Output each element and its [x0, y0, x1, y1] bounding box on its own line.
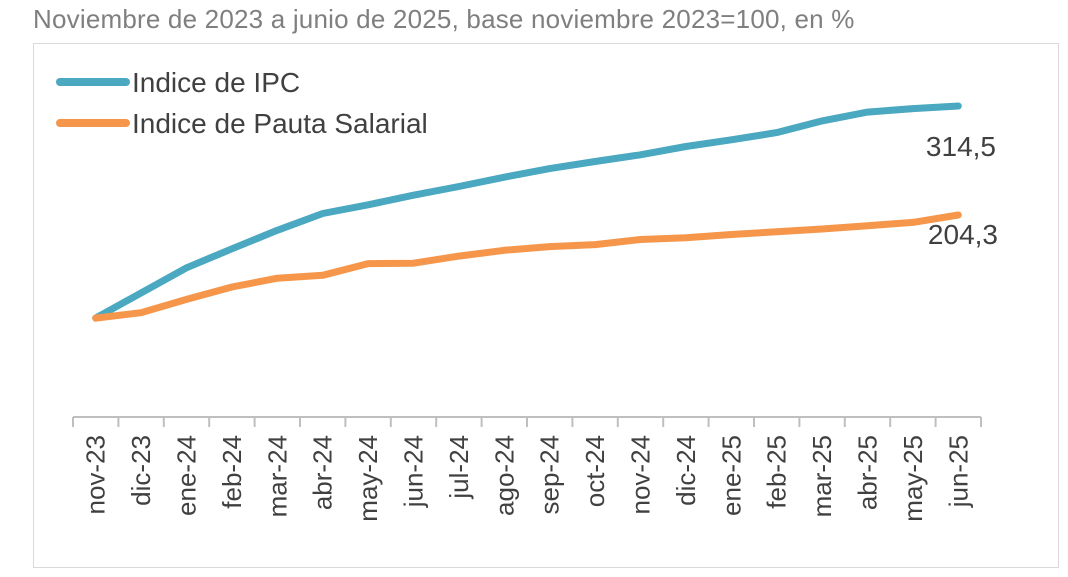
x-tick-label: abr-24	[308, 435, 338, 510]
x-axis: nov-23 dic-23 ene-24 feb-24 mar-24 abr-24 may-…	[72, 416, 982, 522]
x-tick-label: dic-24	[671, 435, 701, 506]
chart-frame	[33, 43, 1059, 568]
x-tick-label: jun-25	[943, 435, 973, 508]
x-tick-label: jul-24	[444, 435, 474, 500]
x-tick-label: oct-24	[580, 435, 610, 507]
series-line-ipc	[92, 102, 962, 322]
x-tick-label: sep-24	[535, 435, 565, 515]
series-lines	[92, 102, 962, 322]
x-tick-label: ago-24	[489, 435, 519, 516]
x-tick-label: feb-25	[762, 435, 792, 509]
x-tick-label: may-24	[353, 435, 383, 522]
x-tick-label: feb-24	[217, 435, 247, 509]
legend-label-pauta-salarial: Indice de Pauta Salarial	[132, 108, 428, 139]
x-tick-label: nov-23	[81, 435, 111, 515]
legend: Indice de IPC Indice de Pauta Salarial	[56, 67, 428, 139]
x-tick-label: abr-25	[853, 435, 883, 510]
end-label-pauta-salarial: 204,3	[928, 219, 998, 250]
end-label-ipc: 314,5	[926, 131, 996, 162]
series-line-pauta-salarial	[92, 211, 962, 322]
x-tick-label: ene-24	[172, 435, 202, 516]
x-tick-label: dic-23	[126, 435, 156, 506]
x-tick-label: nov-24	[626, 435, 656, 515]
x-tick-label: jun-24	[399, 435, 429, 508]
x-tick-label: mar-24	[262, 435, 292, 517]
x-tick-label: may-25	[898, 435, 928, 522]
chart-subtitle: Noviembre de 2023 a junio de 2025, base …	[33, 4, 855, 34]
x-tick-label: mar-25	[807, 435, 837, 517]
x-tick-label: ene-25	[716, 435, 746, 516]
legend-label-ipc: Indice de IPC	[132, 67, 300, 98]
